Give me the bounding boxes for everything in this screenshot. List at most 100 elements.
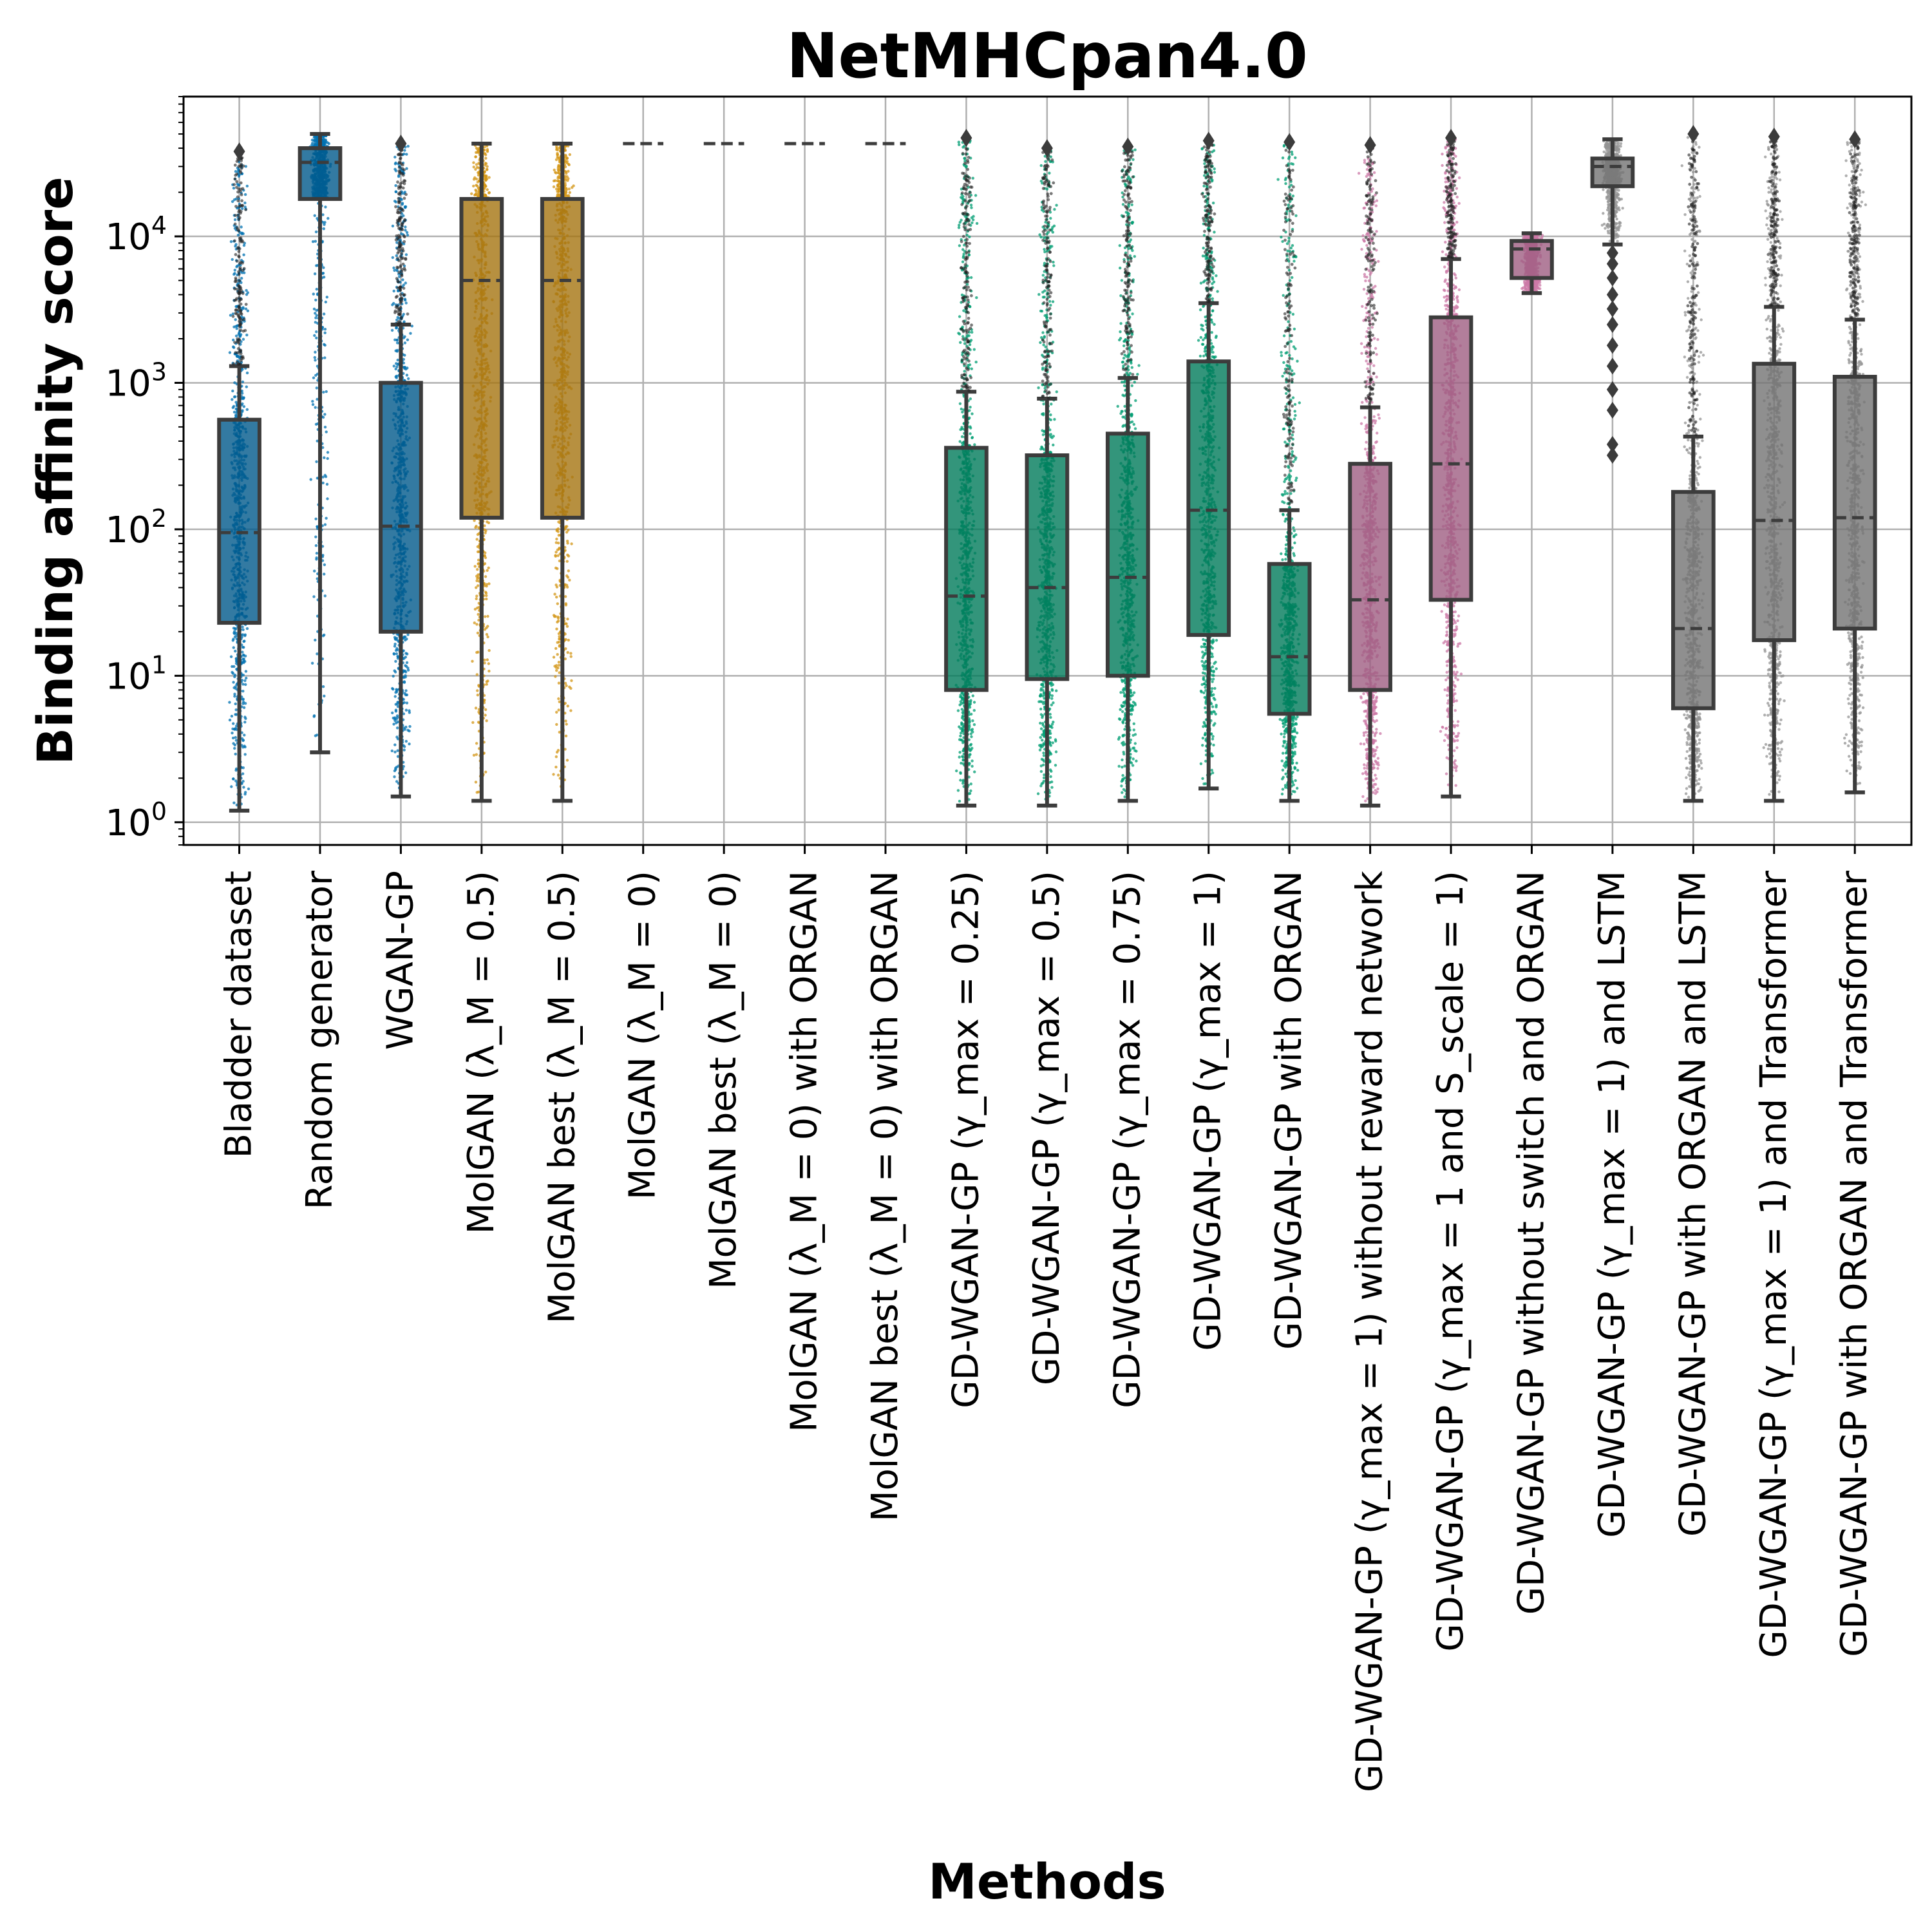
strip-point bbox=[232, 395, 236, 399]
flier-point bbox=[236, 337, 240, 341]
strip-point bbox=[473, 193, 477, 197]
strip-point bbox=[406, 633, 410, 636]
iqr-box bbox=[459, 196, 504, 520]
strip-point bbox=[483, 146, 486, 149]
strip-point bbox=[393, 743, 397, 746]
strip-point bbox=[242, 766, 245, 770]
strip-point bbox=[233, 272, 236, 275]
strip-point bbox=[232, 410, 236, 414]
strip-point bbox=[395, 341, 399, 345]
strip-point bbox=[231, 398, 234, 401]
strip-point bbox=[476, 694, 479, 697]
strip-point bbox=[558, 158, 561, 162]
strip-point bbox=[406, 667, 410, 670]
flier-point bbox=[234, 173, 238, 177]
strip-point bbox=[565, 160, 569, 163]
strip-point bbox=[488, 649, 491, 652]
strip-point bbox=[969, 782, 973, 786]
strip-point bbox=[241, 650, 244, 654]
box-group bbox=[217, 142, 261, 813]
strip-point bbox=[393, 750, 397, 753]
strip-point bbox=[477, 562, 480, 565]
strip-point bbox=[322, 227, 325, 231]
strip-point bbox=[314, 406, 317, 409]
strip-point bbox=[242, 683, 245, 686]
strip-point bbox=[485, 680, 488, 683]
strip-point bbox=[403, 298, 407, 301]
strip-point bbox=[404, 771, 408, 775]
strip-point bbox=[569, 652, 573, 655]
strip-point bbox=[243, 205, 247, 209]
strip-point bbox=[231, 258, 234, 261]
flier-point bbox=[397, 270, 401, 274]
strip-point bbox=[405, 661, 409, 665]
strip-point bbox=[323, 594, 327, 598]
strip-point bbox=[327, 216, 330, 220]
strip-point bbox=[484, 708, 488, 712]
strip-point bbox=[485, 174, 488, 178]
flier-point bbox=[242, 164, 245, 168]
strip-point bbox=[234, 325, 238, 328]
strip-point bbox=[392, 674, 395, 678]
flier-point bbox=[235, 185, 238, 189]
strip-point bbox=[396, 749, 399, 752]
strip-point bbox=[241, 368, 244, 371]
strip-point bbox=[406, 377, 410, 381]
strip-point bbox=[236, 233, 240, 237]
strip-point bbox=[315, 287, 318, 291]
strip-point bbox=[232, 665, 236, 668]
strip-point bbox=[233, 218, 237, 222]
strip-point bbox=[311, 240, 315, 243]
strip-point bbox=[242, 674, 245, 677]
strip-point bbox=[315, 386, 318, 390]
strip-point bbox=[476, 545, 479, 549]
strip-point bbox=[403, 149, 406, 152]
strip-point bbox=[484, 714, 487, 717]
strip-point bbox=[393, 162, 397, 166]
strip-point bbox=[234, 739, 238, 742]
strip-point bbox=[564, 155, 567, 158]
strip-point bbox=[564, 734, 568, 738]
strip-point bbox=[557, 661, 561, 664]
strip-point bbox=[234, 318, 237, 321]
flier-point bbox=[238, 306, 242, 310]
flier-point bbox=[397, 280, 401, 284]
strip-point bbox=[396, 720, 399, 724]
strip-point bbox=[311, 403, 315, 406]
strip-point bbox=[239, 333, 243, 336]
strip-point bbox=[314, 638, 317, 642]
strip-point bbox=[316, 525, 319, 528]
strip-point bbox=[557, 697, 560, 701]
flier-point bbox=[402, 293, 406, 296]
flier-point bbox=[397, 207, 401, 210]
strip-point bbox=[404, 656, 407, 659]
strip-point bbox=[324, 205, 327, 209]
strip-point bbox=[487, 521, 491, 524]
flier-point bbox=[238, 216, 242, 220]
strip-point bbox=[395, 780, 399, 783]
flier-point bbox=[239, 328, 243, 332]
strip-point bbox=[393, 769, 397, 773]
flier-point bbox=[237, 210, 241, 214]
strip-point bbox=[402, 701, 406, 705]
flier-point bbox=[237, 272, 241, 276]
flier-point bbox=[401, 268, 404, 272]
strip-point bbox=[245, 385, 248, 388]
flier-point bbox=[233, 239, 236, 243]
flier-point bbox=[240, 359, 243, 363]
flier-point bbox=[395, 277, 399, 280]
strip-point bbox=[403, 341, 407, 345]
strip-point bbox=[557, 640, 561, 644]
strip-point bbox=[228, 701, 231, 704]
strip-point bbox=[233, 695, 236, 698]
strip-point bbox=[487, 662, 490, 665]
flier-point bbox=[398, 152, 401, 156]
flier-point bbox=[406, 312, 410, 316]
strip-point bbox=[406, 144, 410, 148]
strip-point bbox=[477, 558, 480, 562]
strip-point bbox=[553, 592, 556, 596]
flier-point bbox=[241, 292, 245, 296]
strip-point bbox=[240, 276, 243, 280]
strip-point bbox=[486, 614, 489, 618]
strip-point bbox=[474, 781, 478, 784]
